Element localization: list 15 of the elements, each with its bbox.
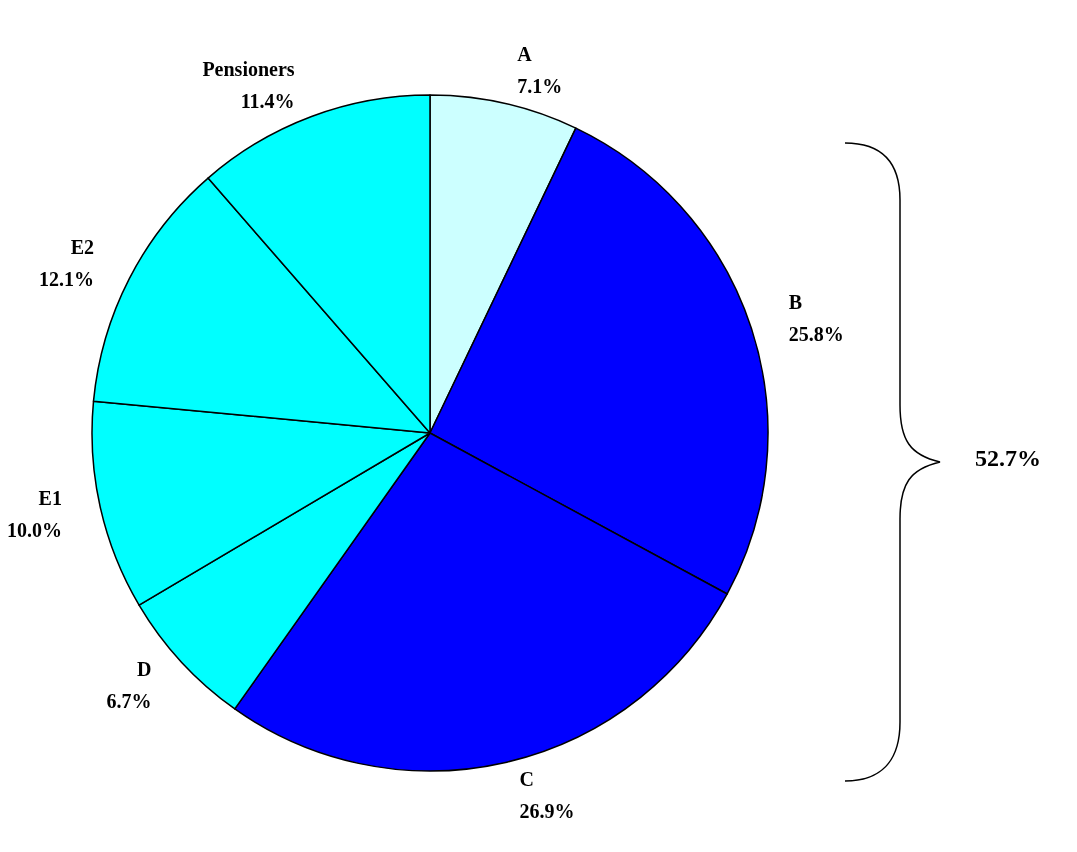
text: 52.7%: [975, 445, 1041, 471]
slice-label: A: [517, 43, 533, 66]
data-label: 10.0%: [6, 519, 62, 542]
slice-label: E1: [38, 487, 62, 510]
data-label: 7.1%: [517, 75, 563, 98]
data-label: 25.8%: [788, 323, 844, 346]
slice-label: B: [788, 291, 803, 314]
slice-label: Pensioners: [202, 57, 295, 80]
data-label: 6.7%: [106, 690, 152, 713]
data-label: 11.4%: [240, 89, 295, 112]
data-label: 26.9%: [519, 800, 575, 823]
slice-label: E2: [70, 236, 95, 259]
data-label: 12.1%: [39, 268, 95, 291]
slice-label: D: [136, 658, 152, 681]
slice-label: C: [519, 768, 535, 791]
